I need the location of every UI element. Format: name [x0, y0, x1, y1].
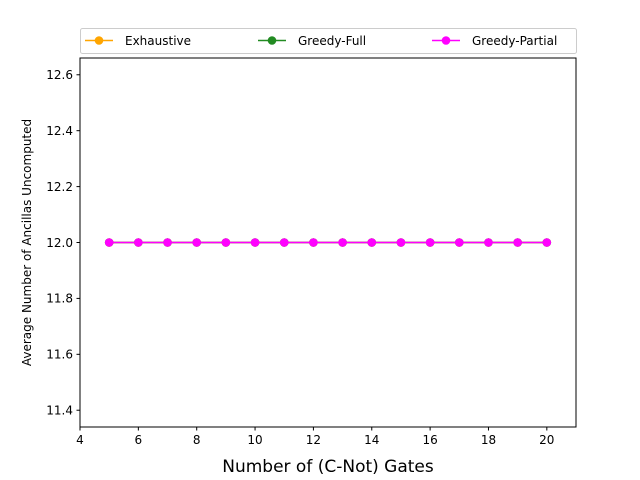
series-greedy-partial: [104, 238, 552, 247]
y-tick-label: 12.4: [46, 124, 73, 138]
legend-frame: [80, 28, 577, 54]
data-point: [163, 238, 172, 247]
y-tick-label: 11.4: [46, 404, 73, 418]
y-tick-label: 12.2: [46, 180, 73, 194]
x-tick-label: 14: [364, 433, 379, 447]
y-tick-label: 12.6: [46, 68, 73, 82]
legend-item-greedy-partial: Greedy-Partial: [432, 34, 557, 48]
data-point: [250, 238, 260, 247]
legend-marker: [94, 36, 104, 45]
data-point: [279, 238, 289, 247]
y-axis: 11.4 11.6 11.8 12.0 12.2 12.4 12.6: [46, 68, 80, 418]
y-tick-label: 11.6: [46, 348, 73, 362]
x-tick-label: 16: [422, 433, 437, 447]
plot-marks: [104, 238, 552, 247]
legend-label: Greedy-Full: [298, 34, 366, 48]
x-tick-label: 20: [539, 433, 554, 447]
y-tick-label: 12.0: [46, 236, 73, 250]
x-tick-label: 4: [76, 433, 84, 447]
x-tick-label: 10: [247, 433, 262, 447]
data-point: [221, 238, 231, 247]
legend-item-greedy-full: Greedy-Full: [258, 34, 366, 48]
data-point: [396, 238, 406, 247]
x-tick-label: 8: [193, 433, 201, 447]
y-tick-label: 11.8: [46, 292, 73, 306]
data-point: [484, 238, 493, 247]
data-point: [542, 238, 552, 247]
legend-marker: [267, 36, 277, 45]
data-point: [104, 238, 114, 247]
legend-label: Exhaustive: [125, 34, 191, 48]
data-point: [454, 238, 464, 247]
x-axis-label: Number of (C-Not) Gates: [222, 457, 434, 477]
data-point: [513, 238, 522, 247]
data-point: [134, 238, 143, 247]
legend-marker: [441, 36, 451, 45]
x-tick-label: 12: [306, 433, 321, 447]
x-axis: 4 6 8 10 12 14 16 18 20: [76, 427, 554, 447]
legend-label: Greedy-Partial: [472, 34, 557, 48]
data-point: [425, 238, 435, 247]
data-point: [338, 238, 347, 247]
legend: Exhaustive Greedy-Full Greedy-Partial: [80, 28, 577, 54]
legend-item-exhaustive: Exhaustive: [85, 34, 191, 48]
x-tick-label: 18: [481, 433, 496, 447]
data-point: [309, 238, 318, 247]
y-axis-label: Average Number of Ancillas Uncomputed: [20, 119, 34, 366]
data-point: [192, 238, 202, 247]
x-tick-label: 6: [135, 433, 143, 447]
data-point: [367, 238, 377, 247]
